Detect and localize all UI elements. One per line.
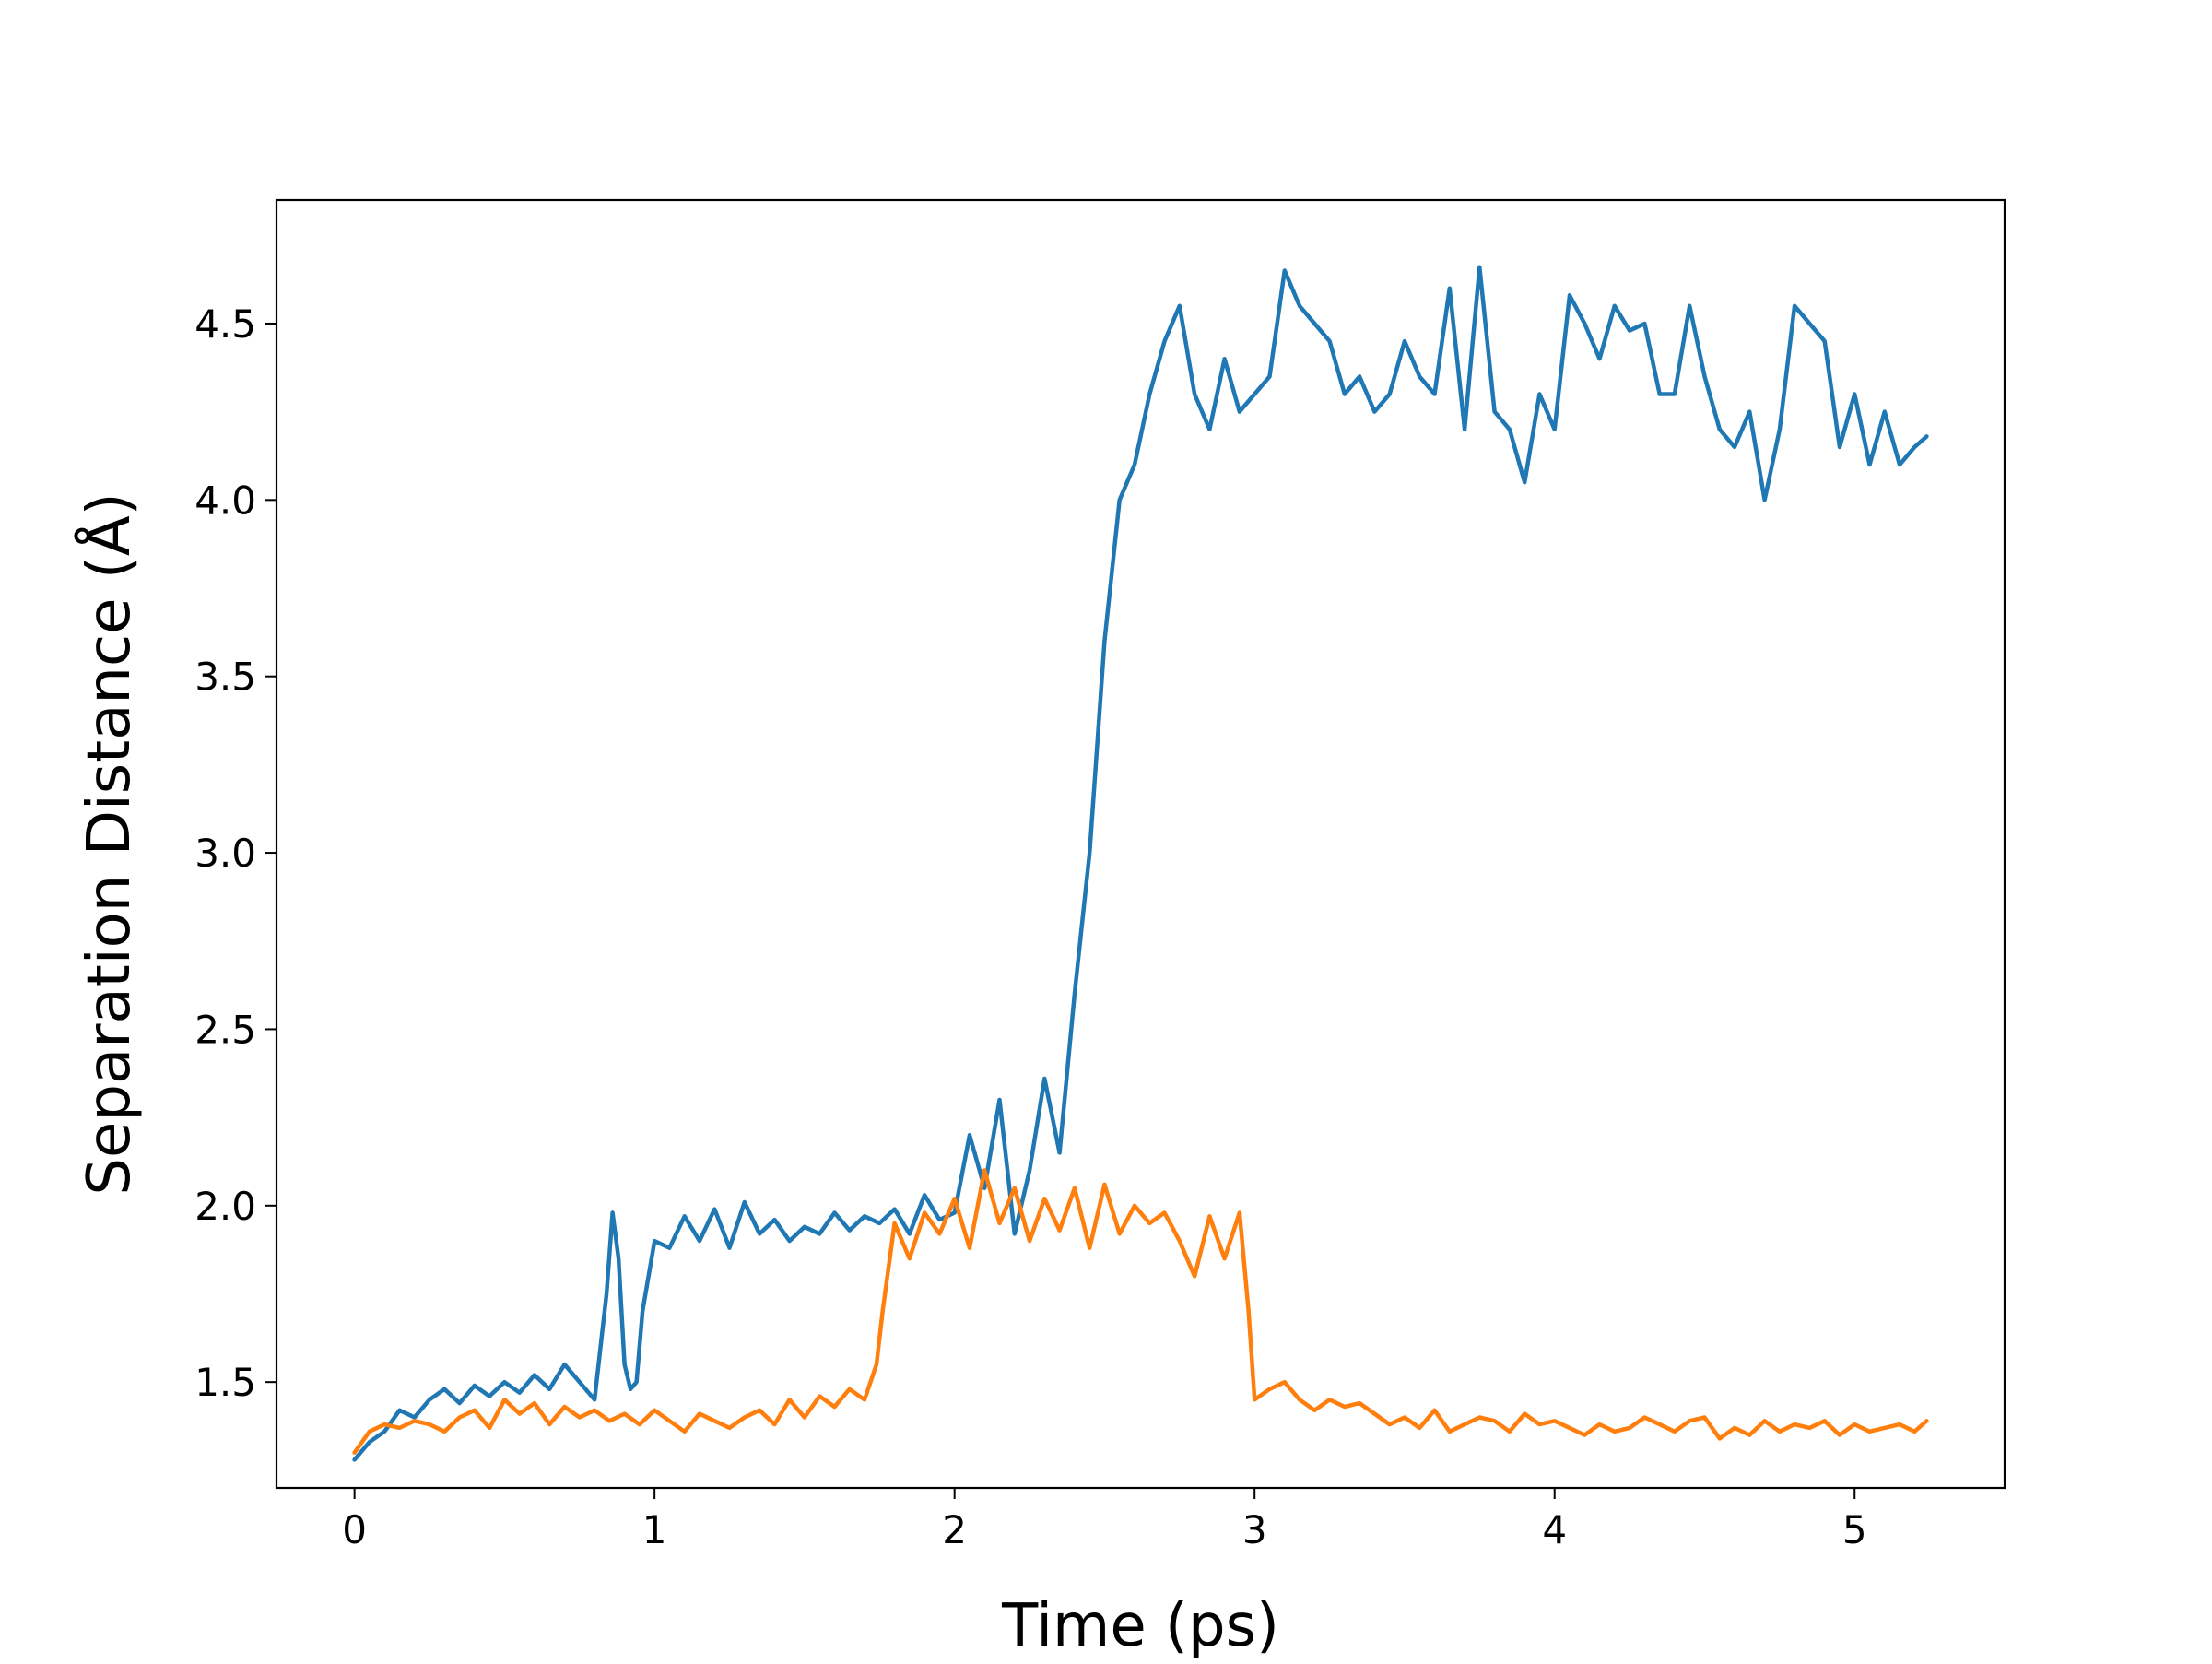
plot-area-frame (275, 198, 2006, 1490)
series-line-1 (352, 265, 1929, 1462)
y-tick-label: 2.0 (194, 1184, 256, 1229)
x-tick-label: 4 (1542, 1507, 1567, 1552)
y-tick-label: 4.5 (194, 301, 256, 347)
y-axis-label: Separation Distance (Å) (74, 492, 144, 1195)
x-tick-label: 3 (1242, 1507, 1267, 1552)
x-tick-label: 0 (342, 1507, 367, 1552)
y-tick-label: 3.0 (194, 831, 256, 876)
y-tick-label: 1.5 (194, 1360, 256, 1405)
x-tick-label: 1 (642, 1507, 667, 1552)
y-tick-label: 4.0 (194, 478, 256, 523)
x-axis: 0 1 2 3 4 5 (342, 1488, 1867, 1552)
series-line-2 (352, 1168, 1929, 1455)
y-tick-label: 2.5 (194, 1007, 256, 1052)
y-tick-label: 3.5 (194, 655, 256, 700)
x-tick-label: 2 (942, 1507, 967, 1552)
x-axis-label: Time (ps) (1001, 1592, 1279, 1659)
y-axis: 1.5 2.0 2.5 3.0 3.5 4.0 4.5 (194, 301, 276, 1405)
series-layer (352, 265, 1929, 1462)
x-tick-label: 5 (1842, 1507, 1867, 1552)
